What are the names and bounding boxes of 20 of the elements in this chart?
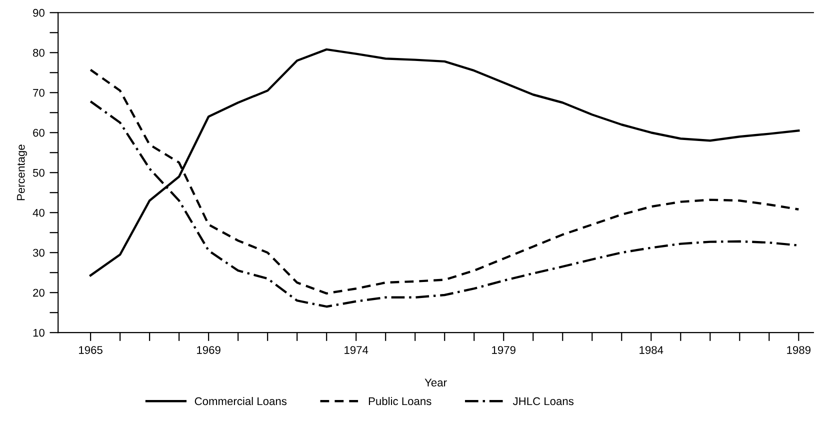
x-tick-label: 1979 [492,346,516,354]
y-tick-label: 50 [32,168,44,177]
y-axis-title: Percentage [17,144,27,200]
x-tick-label: 1965 [79,346,102,354]
legend-label: JHLC Loans [512,397,574,406]
y-tick-label: 90 [33,8,44,17]
x-tick-label: 1989 [787,346,810,354]
y-tick-label: 20 [33,288,44,297]
y-tick-label: 60 [33,128,44,137]
y-tick-label: 80 [33,48,44,57]
y-tick-label: 40 [32,208,44,217]
x-tick-label: 1974 [344,346,368,354]
legend-label: Public Loans [368,396,432,406]
x-axis-title: Year [424,378,447,387]
x-tick-label: 1984 [640,346,664,354]
y-tick-label: 10 [33,328,44,337]
x-tick-label: 1969 [197,346,220,354]
legend-label: Commercial Loans [194,396,287,406]
y-tick-label: 70 [33,88,44,97]
y-tick-label: 30 [32,248,44,257]
